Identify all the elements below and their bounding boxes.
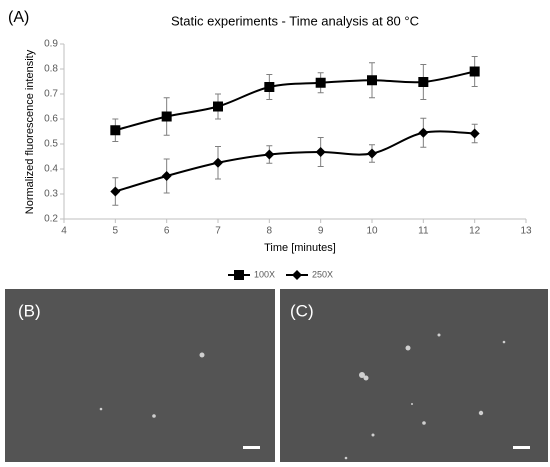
scale-bar bbox=[513, 446, 530, 449]
image-label: (B) bbox=[18, 301, 41, 320]
point bbox=[469, 66, 480, 77]
point bbox=[161, 111, 172, 122]
x-tick-label: 12 bbox=[469, 226, 481, 237]
x-tick-label: 7 bbox=[215, 226, 221, 237]
x-tick-label: 13 bbox=[520, 226, 532, 237]
panel-label: (A) bbox=[8, 9, 29, 26]
x-tick-label: 10 bbox=[366, 226, 378, 237]
legend-label: 250X bbox=[312, 269, 333, 279]
point bbox=[161, 171, 172, 181]
chart-title: Static experiments - Time analysis at 80… bbox=[171, 13, 419, 28]
x-tick-label: 8 bbox=[267, 226, 273, 237]
x-axis-label: Time [minutes] bbox=[264, 242, 336, 254]
point bbox=[213, 157, 223, 168]
point bbox=[315, 77, 326, 88]
point bbox=[367, 148, 377, 159]
y-tick-label: 0.5 bbox=[44, 139, 58, 150]
legend-marker bbox=[292, 270, 302, 280]
point bbox=[110, 125, 121, 136]
micrograph bbox=[280, 289, 548, 462]
legend-label: 100X bbox=[254, 269, 275, 279]
point bbox=[469, 128, 480, 139]
point bbox=[418, 77, 429, 87]
scale-bar bbox=[243, 446, 260, 449]
micrograph bbox=[5, 289, 275, 462]
x-tick-label: 9 bbox=[318, 226, 324, 237]
legend-marker bbox=[234, 270, 244, 280]
image-label: (C) bbox=[290, 301, 314, 320]
point bbox=[213, 101, 223, 112]
point bbox=[315, 147, 326, 157]
y-axis-label: Normalized fluorescence intensity bbox=[24, 49, 36, 214]
y-tick-label: 0.4 bbox=[44, 164, 58, 175]
x-tick-label: 11 bbox=[418, 226, 429, 237]
y-tick-label: 0.2 bbox=[44, 214, 58, 225]
y-tick-label: 0.9 bbox=[44, 39, 58, 50]
series-line bbox=[115, 130, 475, 193]
x-tick-label: 4 bbox=[61, 226, 67, 237]
x-tick-label: 6 bbox=[164, 226, 170, 237]
particles bbox=[99, 333, 506, 460]
point bbox=[264, 82, 275, 92]
y-tick-label: 0.8 bbox=[44, 64, 58, 75]
point bbox=[418, 127, 429, 138]
point bbox=[367, 75, 377, 86]
x-tick-label: 5 bbox=[113, 226, 119, 237]
y-tick-label: 0.7 bbox=[44, 89, 58, 100]
point bbox=[264, 149, 275, 160]
y-tick-label: 0.3 bbox=[44, 189, 58, 200]
point bbox=[110, 186, 121, 197]
y-tick-label: 0.6 bbox=[44, 114, 58, 125]
